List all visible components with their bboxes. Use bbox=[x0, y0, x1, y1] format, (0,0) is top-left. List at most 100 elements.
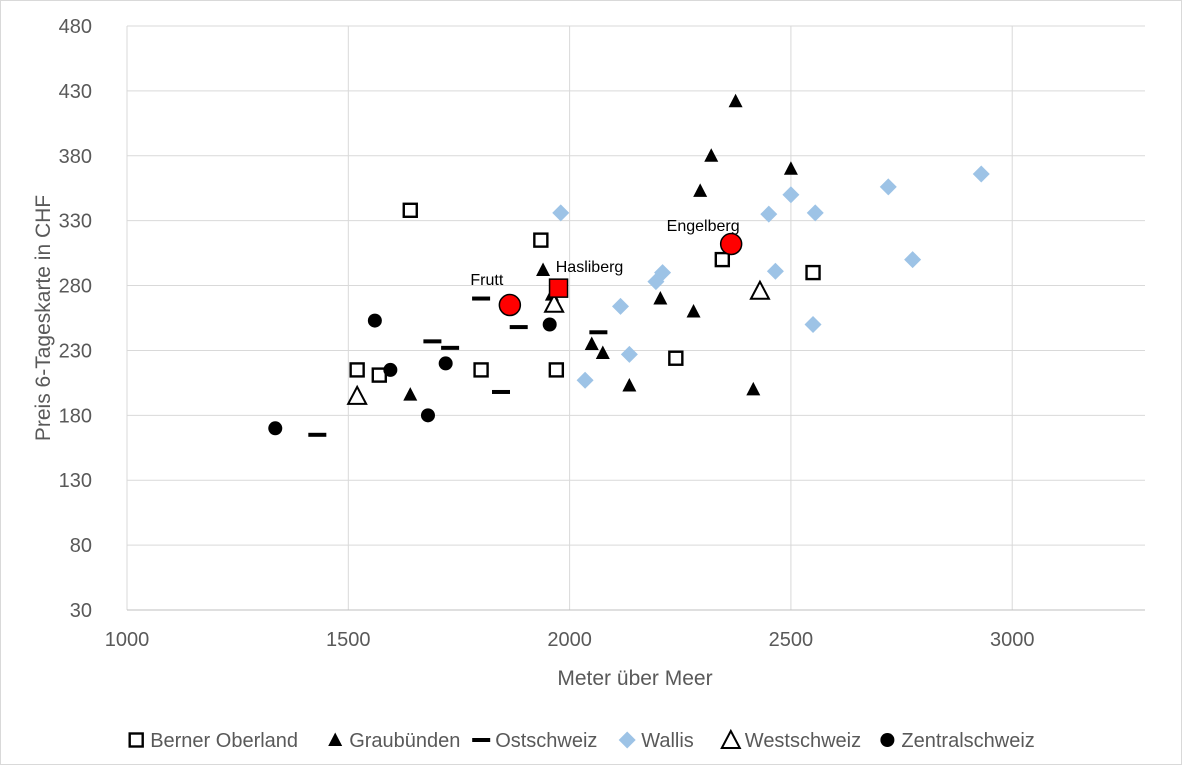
diamond-marker bbox=[806, 204, 824, 222]
series-berner-oberland bbox=[349, 202, 821, 383]
square-marker bbox=[128, 732, 144, 748]
data-points bbox=[268, 93, 990, 437]
circle-marker bbox=[420, 408, 435, 423]
legend-label: Westschweiz bbox=[745, 730, 861, 752]
highlight-points: Frutt Hasliberg Engelberg bbox=[470, 218, 743, 317]
diamond-marker bbox=[760, 205, 778, 223]
diamond-marker bbox=[647, 273, 665, 291]
triangle-marker bbox=[536, 262, 551, 276]
y-tick-label: 80 bbox=[70, 535, 92, 557]
diamond-marker bbox=[879, 178, 897, 196]
triangle-marker bbox=[746, 381, 761, 396]
square-marker bbox=[473, 362, 489, 378]
diamond-marker bbox=[904, 251, 922, 269]
highlight-square-marker bbox=[548, 278, 569, 298]
x-tick-label: 1500 bbox=[326, 629, 371, 651]
y-tick-label: 330 bbox=[59, 211, 92, 233]
y-tick-label: 30 bbox=[70, 600, 92, 622]
x-tick-label: 2000 bbox=[547, 629, 592, 651]
highlight-circle-marker bbox=[498, 293, 522, 317]
x-tick-label: 2500 bbox=[769, 629, 814, 651]
y-tick-label: 180 bbox=[59, 405, 92, 427]
highlight-circle-marker bbox=[719, 232, 743, 256]
diamond-marker bbox=[552, 204, 570, 222]
square-marker bbox=[714, 251, 731, 268]
y-tick-label: 380 bbox=[59, 146, 92, 168]
diamond-marker bbox=[618, 731, 636, 749]
triangle-marker bbox=[653, 291, 668, 305]
x-axis-label: Meter über Meer bbox=[557, 667, 712, 690]
open-triangle-marker bbox=[749, 279, 771, 300]
legend-item: Zentralschweiz bbox=[880, 730, 1035, 752]
triangle-marker bbox=[328, 732, 343, 746]
diamond-marker bbox=[612, 297, 630, 315]
square-marker bbox=[349, 362, 365, 378]
circle-marker bbox=[367, 313, 382, 328]
square-marker bbox=[805, 264, 821, 281]
dash-marker bbox=[589, 330, 608, 335]
legend-label: Ostschweiz bbox=[495, 730, 597, 752]
series-graub-nden bbox=[403, 93, 798, 401]
legend-item: Wallis bbox=[618, 730, 694, 752]
x-tick-label: 1000 bbox=[105, 629, 150, 651]
legend-label: Graubünden bbox=[349, 730, 460, 752]
diamond-marker bbox=[782, 186, 800, 204]
dash-marker bbox=[472, 296, 491, 301]
legend-item: Westschweiz bbox=[720, 728, 861, 752]
dash-marker bbox=[492, 389, 511, 394]
circle-marker bbox=[268, 421, 283, 436]
dash-marker bbox=[472, 738, 491, 742]
dash-marker bbox=[441, 345, 460, 350]
highlight-label: Frutt bbox=[470, 272, 503, 289]
y-axis-label: Preis 6-Tageskarte in CHF bbox=[32, 195, 55, 441]
triangle-marker bbox=[584, 336, 599, 350]
highlight-label: Engelberg bbox=[667, 218, 740, 235]
square-marker bbox=[402, 202, 418, 218]
series-westschweiz bbox=[346, 279, 771, 405]
triangle-marker bbox=[403, 387, 418, 401]
legend-label: Berner Oberland bbox=[150, 730, 298, 752]
triangle-marker bbox=[686, 304, 701, 318]
triangle-marker bbox=[783, 161, 798, 175]
y-tick-labels: 30 80 130 180 230 280 330 380 430 480 bbox=[59, 16, 92, 622]
y-tick-label: 230 bbox=[59, 340, 92, 362]
open-triangle-marker bbox=[346, 384, 368, 405]
series-zentralschweiz bbox=[268, 313, 557, 436]
y-tick-label: 480 bbox=[59, 16, 92, 38]
triangle-marker bbox=[693, 183, 708, 197]
highlight-label: Hasliberg bbox=[556, 259, 624, 276]
legend: Berner Oberland Graubünden Ostschweiz Walli… bbox=[128, 728, 1035, 752]
legend-label: Zentralschweiz bbox=[901, 730, 1034, 752]
dash-marker bbox=[509, 325, 528, 330]
legend-item: Berner Oberland bbox=[128, 730, 298, 752]
diamond-marker bbox=[576, 371, 594, 389]
series-wallis bbox=[552, 165, 990, 389]
dash-marker bbox=[308, 432, 327, 437]
circle-marker bbox=[880, 733, 895, 747]
x-tick-label: 3000 bbox=[990, 629, 1035, 651]
triangle-marker bbox=[595, 345, 610, 360]
diamond-marker bbox=[972, 165, 990, 183]
triangle-marker bbox=[704, 148, 719, 162]
circle-marker bbox=[383, 362, 398, 377]
legend-item: Ostschweiz bbox=[472, 730, 597, 752]
y-tick-label: 280 bbox=[59, 276, 92, 298]
triangle-marker bbox=[622, 377, 637, 392]
triangle-marker bbox=[728, 93, 743, 108]
series-ostschweiz bbox=[308, 296, 608, 437]
diamond-marker bbox=[620, 345, 638, 363]
x-tick-labels: 1000 1500 2000 2500 3000 bbox=[105, 629, 1035, 651]
grid-layer bbox=[126, 25, 1145, 611]
legend-label: Wallis bbox=[641, 730, 694, 752]
open-triangle-marker bbox=[543, 292, 565, 313]
legend-item: Graubünden bbox=[328, 730, 460, 752]
dash-marker bbox=[423, 339, 442, 344]
square-marker bbox=[668, 350, 684, 366]
diamond-marker bbox=[804, 315, 822, 333]
y-tick-label: 130 bbox=[59, 470, 92, 492]
diamond-marker bbox=[766, 262, 784, 280]
circle-marker bbox=[438, 356, 453, 371]
circle-marker bbox=[542, 317, 557, 332]
